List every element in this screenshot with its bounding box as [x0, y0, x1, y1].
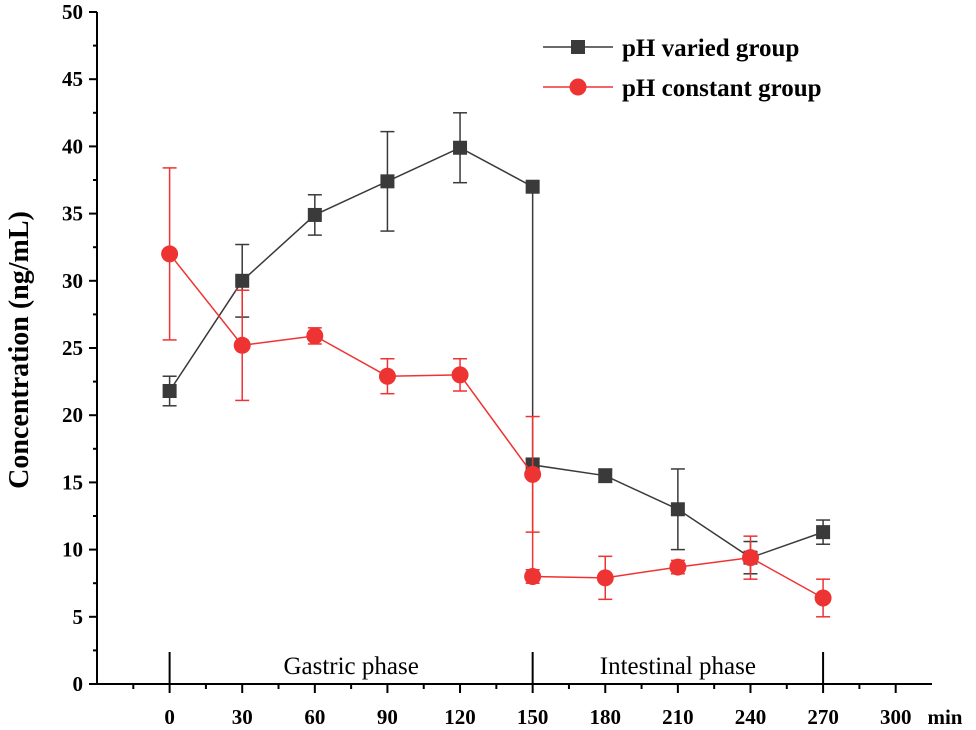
x-axis-unit: min — [927, 705, 962, 729]
data-point-square — [670, 502, 685, 517]
data-point-circle — [451, 366, 469, 384]
data-point-circle — [741, 549, 759, 567]
axes: 0 5 10 15 20 25 30 35 40 45 50 0 30 60 90 120 150 180 210 2… — [62, 0, 932, 729]
data-point-square — [453, 140, 468, 155]
x-tick-label: 240 — [735, 705, 767, 729]
y-tick-label: 50 — [62, 0, 83, 24]
data-point-square — [816, 525, 831, 540]
legend: pH varied group pH constant group — [543, 35, 822, 102]
x-tick-label: 150 — [517, 705, 549, 729]
series-line — [168, 146, 824, 559]
y-tick-label: 30 — [62, 269, 83, 293]
data-point-circle — [524, 465, 542, 483]
phase-annotations: Gastric phase Intestinal phase — [168, 652, 825, 684]
y-tick-label: 35 — [62, 202, 83, 226]
data-point-circle — [306, 327, 324, 345]
series-circle — [161, 167, 832, 618]
data-point-circle — [161, 245, 179, 263]
legend-label: pH constant group — [622, 75, 822, 102]
data-point-circle — [596, 569, 614, 587]
x-tick-label: 60 — [304, 705, 325, 729]
phase-label: Gastric phase — [283, 653, 418, 680]
data-point-square — [235, 273, 250, 288]
phase-label: Intestinal phase — [600, 653, 756, 680]
data-point-circle — [524, 567, 542, 585]
x-tick-label: 0 — [164, 705, 175, 729]
data-point-square — [598, 468, 613, 483]
data-point-circle — [569, 78, 587, 96]
data-point-circle — [233, 336, 251, 354]
x-tick-label: 210 — [662, 705, 694, 729]
x-tick-label: 90 — [377, 705, 398, 729]
x-tick-label: 300 — [880, 705, 912, 729]
legend-label: pH varied group — [622, 35, 799, 62]
y-tick-label: 0 — [73, 672, 84, 696]
data-point-circle — [814, 589, 832, 607]
data-point-square — [380, 174, 395, 189]
x-tick-label: 120 — [444, 705, 476, 729]
y-tick-label: 25 — [62, 336, 83, 360]
data-point-circle — [669, 558, 687, 576]
data-point-square — [307, 207, 322, 222]
y-tick-label: 40 — [62, 134, 83, 158]
data-point-square — [162, 384, 177, 399]
y-tick-label: 10 — [62, 538, 83, 562]
y-tick-label: 20 — [62, 403, 83, 427]
data-point-square — [571, 40, 585, 54]
y-tick-label: 15 — [62, 470, 83, 494]
plot-area — [161, 112, 832, 618]
y-tick-label: 45 — [62, 67, 83, 91]
data-point-square — [525, 179, 540, 194]
x-tick-label: 180 — [590, 705, 622, 729]
y-axis-title: Concentration (ng/mL) — [4, 211, 35, 489]
data-point-circle — [378, 367, 396, 385]
y-tick-label: 5 — [73, 605, 84, 629]
x-tick-label: 270 — [807, 705, 839, 729]
x-tick-label: 30 — [232, 705, 253, 729]
series-line — [169, 253, 824, 599]
